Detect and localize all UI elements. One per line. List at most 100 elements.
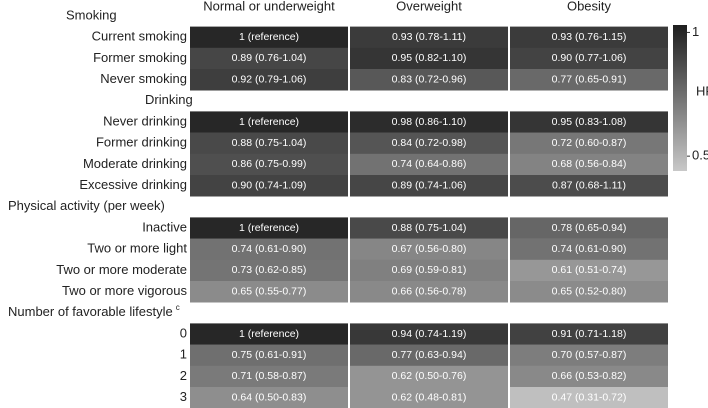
cell-label: 1 (reference) — [239, 31, 299, 43]
cell-label: 0.72 (0.60-0.87) — [552, 137, 627, 149]
cell-label: 0.83 (0.72-0.96) — [392, 73, 467, 85]
cell-label: 0.89 (0.74-1.06) — [392, 179, 467, 191]
cell — [510, 259, 668, 282]
cell-label: 0.84 (0.72-0.98) — [392, 137, 467, 149]
cell — [510, 238, 668, 261]
cell — [190, 217, 348, 239]
colorbar — [673, 25, 687, 171]
cell-label: 0.62 (0.50-0.76) — [392, 370, 467, 382]
cell — [190, 365, 348, 388]
cell-label: 0.64 (0.50-0.83) — [232, 391, 307, 403]
cell — [510, 217, 668, 239]
group-header: Number of favorable lifestyle — [8, 304, 173, 319]
cell — [190, 387, 348, 408]
cell-label: 0.70 (0.57-0.87) — [552, 349, 627, 361]
cell-label: 0.95 (0.82-1.10) — [392, 52, 467, 64]
cell-label: 0.65 (0.55-0.77) — [232, 285, 307, 297]
cell-label: 0.77 (0.63-0.94) — [392, 349, 467, 361]
cell — [190, 259, 348, 282]
cell — [350, 47, 508, 70]
cell — [510, 26, 668, 49]
row-label: Former drinking — [96, 135, 187, 150]
colorbar-tick-label: 1 — [692, 24, 699, 39]
cell-label: 0.86 (0.75-0.99) — [232, 158, 307, 170]
row-label: Former smoking — [93, 50, 187, 65]
cell-label: 0.47 (0.31-0.72) — [552, 391, 627, 403]
cell — [350, 26, 508, 49]
cell-label: 0.78 (0.65-0.94) — [552, 222, 627, 234]
cell — [350, 217, 508, 239]
cell-label: 0.88 (0.75-1.04) — [392, 222, 467, 234]
cell-label: 0.74 (0.61-0.90) — [552, 243, 627, 255]
cell — [190, 111, 348, 133]
cell — [510, 69, 668, 91]
cell-label: 0.73 (0.62-0.85) — [232, 264, 307, 276]
row-label: 0 — [180, 325, 187, 340]
cell-label: 0.74 (0.64-0.86) — [392, 158, 467, 170]
row-label: Never drinking — [103, 113, 187, 128]
cell — [510, 365, 668, 388]
cell-label: 0.93 (0.78-1.11) — [392, 31, 466, 43]
cell — [190, 323, 348, 345]
row-label: 3 — [180, 389, 187, 404]
cell-label: 1 (reference) — [239, 222, 299, 234]
cell — [190, 132, 348, 155]
cell-label: 0.87 (0.68-1.11) — [552, 179, 626, 191]
cell — [350, 365, 508, 388]
cell-label: 0.77 (0.65-0.91) — [552, 73, 627, 85]
cell — [350, 387, 508, 408]
cell-label: 0.61 (0.51-0.74) — [552, 264, 627, 276]
column-header: Overweight — [396, 0, 462, 13]
cell — [350, 153, 508, 176]
cell-label: 0.75 (0.61-0.91) — [232, 349, 307, 361]
cell-label: 0.69 (0.59-0.81) — [392, 264, 467, 276]
row-label: Excessive drinking — [79, 177, 187, 192]
cell — [510, 111, 668, 133]
row-label: Inactive — [142, 219, 187, 234]
cell-label: 0.88 (0.75-1.04) — [232, 137, 307, 149]
cell — [510, 387, 668, 408]
cell-label: 0.66 (0.53-0.82) — [552, 370, 627, 382]
superscript: c — [176, 303, 180, 312]
cell-label: 0.91 (0.71-1.18) — [552, 328, 627, 340]
cell-label: 0.94 (0.74-1.19) — [392, 328, 467, 340]
cell — [190, 344, 348, 367]
cell-label: 0.62 (0.48-0.81) — [392, 391, 467, 403]
cell-label: 0.71 (0.58-0.87) — [232, 370, 307, 382]
colorbar-label: HR — [696, 83, 708, 98]
group-header: Drinking — [145, 92, 193, 107]
cell — [510, 153, 668, 176]
cell — [190, 238, 348, 261]
column-header: Obesity — [567, 0, 612, 13]
row-label: Moderate drinking — [83, 156, 187, 171]
cell — [190, 26, 348, 49]
cell — [350, 132, 508, 155]
cell — [350, 111, 508, 133]
cell — [510, 344, 668, 367]
cell — [190, 281, 348, 303]
cell-label: 1 (reference) — [239, 328, 299, 340]
cell — [510, 47, 668, 70]
cell — [190, 47, 348, 70]
row-label: Two or more light — [87, 241, 187, 256]
cell-label: 0.90 (0.77-1.06) — [552, 52, 627, 64]
cell — [350, 238, 508, 261]
cell-label: 0.68 (0.56-0.84) — [552, 158, 627, 170]
row-label: 1 — [180, 347, 187, 362]
row-label: 2 — [180, 368, 187, 383]
cell-label: 0.92 (0.79-1.06) — [232, 73, 307, 85]
cell — [510, 281, 668, 303]
cell — [510, 175, 668, 197]
cell-label: 0.89 (0.76-1.04) — [232, 52, 307, 64]
cell — [350, 323, 508, 345]
cell-label: 0.66 (0.56-0.78) — [392, 285, 467, 297]
cell — [190, 69, 348, 91]
row-label: Current smoking — [92, 29, 187, 44]
cell — [510, 323, 668, 345]
cell — [190, 175, 348, 197]
cell-label: 0.98 (0.86-1.10) — [392, 116, 467, 128]
cell — [350, 281, 508, 303]
group-header: Smoking — [66, 7, 117, 22]
row-label: Never smoking — [100, 71, 187, 86]
